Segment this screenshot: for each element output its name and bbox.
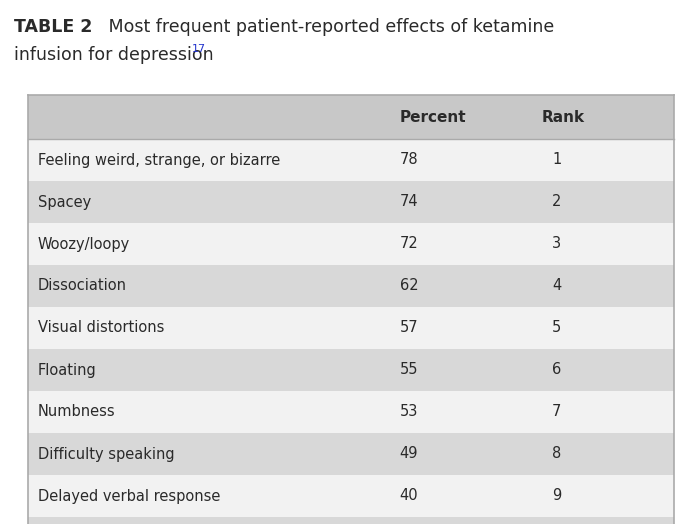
Text: Most frequent patient-reported effects of ketamine: Most frequent patient-reported effects o… — [92, 18, 554, 36]
Text: 17: 17 — [192, 44, 206, 54]
Text: Spacey: Spacey — [38, 194, 91, 210]
Text: 74: 74 — [400, 194, 418, 210]
Bar — [28, 391, 674, 433]
Text: 9: 9 — [552, 488, 562, 504]
Text: 57: 57 — [400, 321, 418, 335]
Text: 55: 55 — [400, 363, 418, 377]
Text: Feeling weird, strange, or bizarre: Feeling weird, strange, or bizarre — [38, 152, 280, 168]
Text: 72: 72 — [400, 236, 418, 252]
Text: Dissociation: Dissociation — [38, 278, 126, 293]
Text: 40: 40 — [400, 488, 418, 504]
Text: 2: 2 — [552, 194, 562, 210]
Text: TABLE 2: TABLE 2 — [14, 18, 92, 36]
Text: 6: 6 — [552, 363, 562, 377]
Text: 8: 8 — [552, 446, 562, 462]
Bar — [28, 223, 674, 265]
Text: Delayed verbal response: Delayed verbal response — [38, 488, 220, 504]
Bar — [28, 139, 674, 181]
Text: Visual distortions: Visual distortions — [38, 321, 164, 335]
Bar — [28, 433, 674, 475]
Bar — [28, 475, 674, 517]
Text: 1: 1 — [552, 152, 562, 168]
Bar — [28, 181, 674, 223]
Text: 7: 7 — [552, 405, 562, 420]
Text: infusion for depression: infusion for depression — [14, 46, 213, 64]
Text: 78: 78 — [400, 152, 418, 168]
Text: Numbness: Numbness — [38, 405, 115, 420]
Text: Woozy/loopy: Woozy/loopy — [38, 236, 130, 252]
Text: Rank: Rank — [542, 110, 585, 125]
Text: Floating: Floating — [38, 363, 97, 377]
Text: 5: 5 — [552, 321, 562, 335]
Text: Difficulty speaking: Difficulty speaking — [38, 446, 174, 462]
Text: 4: 4 — [552, 278, 562, 293]
Text: 62: 62 — [400, 278, 418, 293]
Bar — [28, 95, 674, 139]
Text: 49: 49 — [400, 446, 418, 462]
Text: 53: 53 — [400, 405, 418, 420]
Bar — [28, 349, 674, 391]
Bar — [28, 517, 674, 524]
Bar — [28, 265, 674, 307]
Text: Percent: Percent — [400, 110, 466, 125]
Bar — [28, 307, 674, 349]
Text: 3: 3 — [552, 236, 562, 252]
